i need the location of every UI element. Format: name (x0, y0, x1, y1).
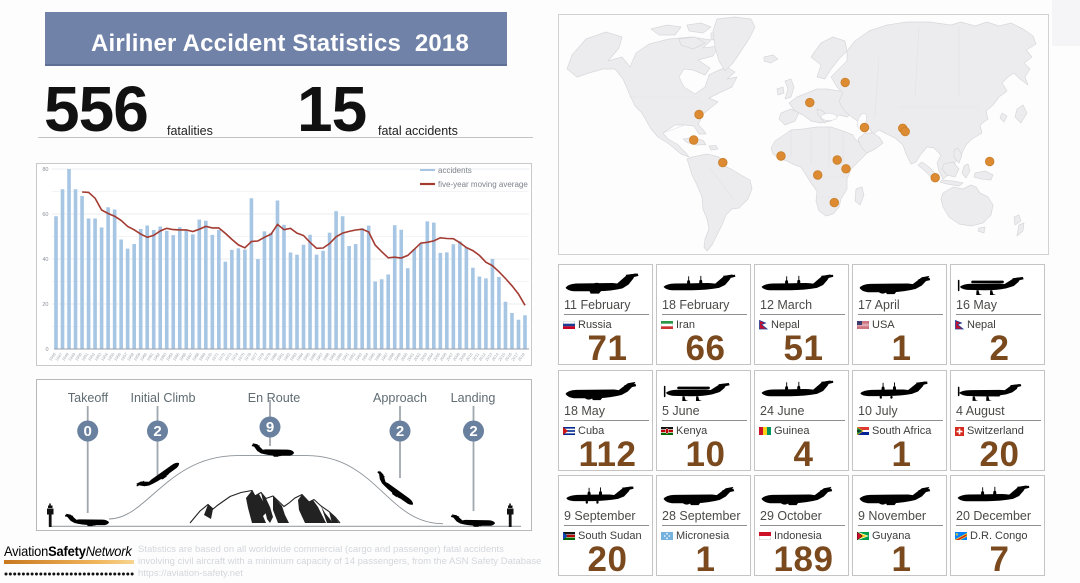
svg-text:1999: 1999 (393, 351, 403, 362)
svg-text:1973: 1973 (224, 351, 234, 362)
svg-text:1975: 1975 (237, 351, 247, 362)
svg-text:1964: 1964 (165, 351, 175, 362)
svg-text:0: 0 (84, 423, 92, 440)
svg-text:Takeoff: Takeoff (68, 391, 109, 405)
svg-text:2011: 2011 (471, 351, 480, 362)
svg-text:1994: 1994 (360, 351, 370, 362)
svg-text:1949: 1949 (67, 351, 77, 362)
svg-text:1981: 1981 (276, 351, 286, 362)
svg-text:1992: 1992 (347, 351, 357, 362)
svg-text:1985: 1985 (302, 351, 312, 362)
svg-text:2009: 2009 (458, 351, 468, 362)
svg-text:1983: 1983 (289, 351, 299, 362)
svg-text:1965: 1965 (171, 351, 181, 362)
svg-text:1957: 1957 (119, 351, 129, 362)
svg-text:Initial Climb: Initial Climb (130, 391, 195, 405)
svg-text:2015: 2015 (497, 351, 507, 362)
svg-text:1978: 1978 (256, 351, 266, 362)
svg-text:2006: 2006 (438, 351, 448, 362)
svg-text:En Route: En Route (248, 391, 301, 405)
svg-text:accidents: accidents (438, 166, 472, 175)
svg-text:1959: 1959 (132, 351, 142, 362)
svg-text:2010: 2010 (465, 351, 475, 362)
svg-text:1948: 1948 (61, 351, 71, 362)
svg-text:2: 2 (469, 423, 477, 440)
svg-text:1984: 1984 (295, 351, 305, 362)
svg-text:2018: 2018 (517, 351, 527, 362)
svg-text:1969: 1969 (197, 351, 207, 362)
svg-text:2: 2 (153, 423, 161, 440)
svg-text:1972: 1972 (217, 351, 227, 362)
svg-text:60: 60 (42, 212, 48, 218)
svg-text:0: 0 (45, 347, 48, 353)
svg-text:1947: 1947 (54, 351, 64, 362)
svg-text:20: 20 (42, 302, 48, 308)
svg-text:1977: 1977 (250, 351, 260, 362)
svg-text:1953: 1953 (93, 351, 103, 362)
svg-text:1958: 1958 (126, 351, 136, 362)
svg-text:2008: 2008 (452, 351, 462, 362)
svg-text:2017: 2017 (510, 351, 520, 362)
svg-text:1956: 1956 (113, 351, 123, 362)
svg-text:2016: 2016 (504, 351, 514, 362)
svg-text:1976: 1976 (243, 351, 253, 362)
svg-text:1967: 1967 (184, 351, 194, 362)
svg-text:2: 2 (396, 423, 404, 440)
svg-text:Landing: Landing (451, 391, 496, 405)
svg-text:1968: 1968 (191, 351, 201, 362)
svg-text:1952: 1952 (87, 351, 97, 362)
svg-text:2004: 2004 (425, 351, 435, 362)
svg-text:1974: 1974 (230, 351, 240, 362)
svg-text:2005: 2005 (432, 351, 442, 362)
svg-text:2003: 2003 (419, 351, 429, 362)
svg-text:1996: 1996 (373, 351, 383, 362)
svg-text:1950: 1950 (74, 351, 84, 362)
svg-text:1966: 1966 (178, 351, 188, 362)
svg-text:1997: 1997 (380, 351, 390, 362)
svg-text:1987: 1987 (315, 351, 325, 362)
svg-text:1986: 1986 (308, 351, 318, 362)
svg-text:2000: 2000 (399, 351, 409, 362)
svg-text:1991: 1991 (341, 351, 351, 362)
svg-text:2007: 2007 (445, 351, 455, 362)
svg-text:Approach: Approach (373, 391, 427, 405)
svg-text:1960: 1960 (139, 351, 149, 362)
svg-text:1971: 1971 (210, 351, 220, 362)
svg-text:1955: 1955 (106, 351, 116, 362)
svg-text:80: 80 (42, 167, 48, 173)
svg-text:1970: 1970 (204, 351, 214, 362)
svg-text:1982: 1982 (282, 351, 292, 362)
svg-text:1961: 1961 (145, 351, 155, 362)
svg-text:2002: 2002 (412, 351, 422, 362)
svg-text:1954: 1954 (100, 351, 110, 362)
svg-text:1980: 1980 (269, 351, 279, 362)
svg-text:1990: 1990 (334, 351, 344, 362)
svg-text:1979: 1979 (263, 351, 273, 362)
svg-text:1962: 1962 (152, 351, 162, 362)
svg-text:2001: 2001 (406, 351, 416, 362)
svg-text:1946: 1946 (48, 351, 58, 362)
svg-text:2014: 2014 (491, 351, 501, 362)
svg-text:1988: 1988 (321, 351, 331, 362)
svg-text:40: 40 (42, 257, 48, 263)
svg-text:1951: 1951 (80, 351, 90, 362)
svg-text:1998: 1998 (386, 351, 396, 362)
svg-text:1989: 1989 (328, 351, 338, 362)
svg-text:1963: 1963 (158, 351, 168, 362)
svg-text:1993: 1993 (354, 351, 364, 362)
svg-text:2012: 2012 (478, 351, 488, 362)
svg-text:2013: 2013 (484, 351, 494, 362)
svg-text:9: 9 (266, 419, 274, 436)
svg-text:1995: 1995 (367, 351, 377, 362)
svg-text:five-year moving average: five-year moving average (438, 180, 528, 189)
